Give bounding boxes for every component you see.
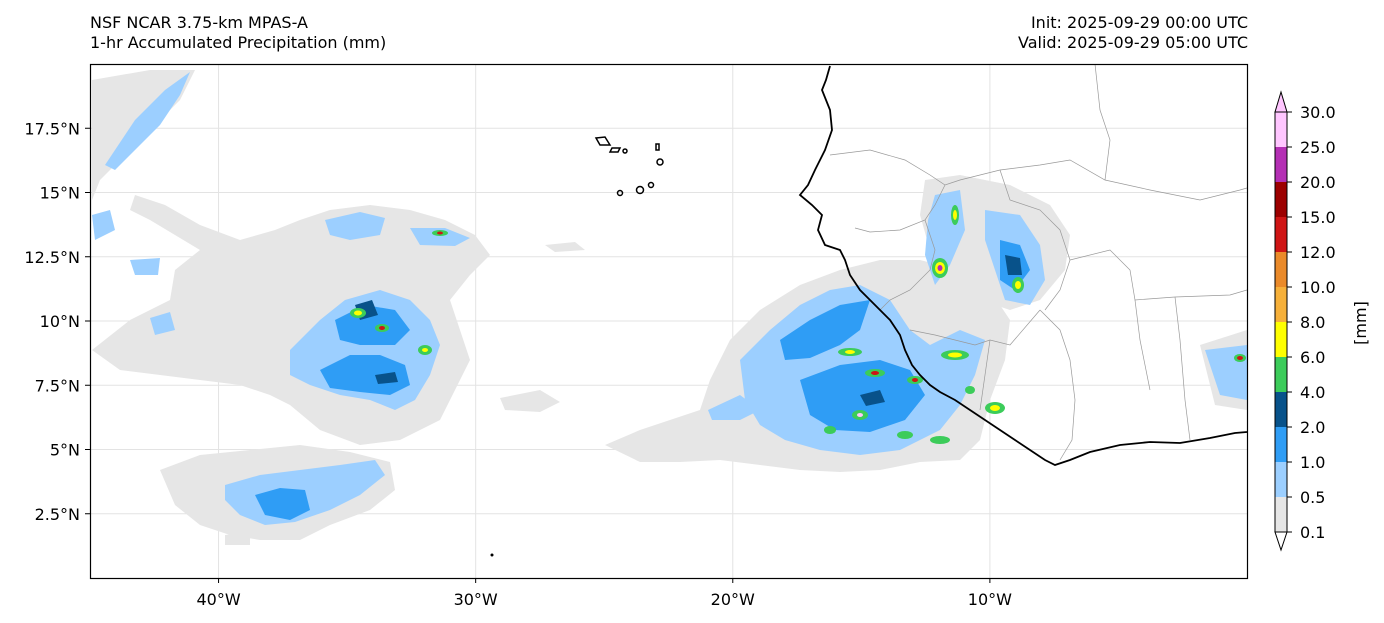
island-dot <box>490 553 494 557</box>
colorbar-tick-label: 1.0 <box>1300 453 1325 472</box>
lat-tick-label: 2.5°N <box>35 505 80 524</box>
lon-tick-label: 40°W <box>196 590 240 609</box>
map-area <box>90 64 1247 578</box>
colorbar-tick-label: 4.0 <box>1300 383 1325 402</box>
colorbar-segment <box>1275 287 1287 322</box>
model-title: NSF NCAR 3.75-km MPAS-A <box>90 13 308 32</box>
lon-tick-label: 20°W <box>711 590 755 609</box>
colorbar-tick-label: 0.5 <box>1300 488 1325 507</box>
colorbar-segment <box>1275 182 1287 217</box>
colorbar-segment <box>1275 217 1287 252</box>
colorbar-segment <box>1275 392 1287 427</box>
title-right: Init: 2025-09-29 00:00 UTC Valid: 2025-0… <box>1018 13 1248 53</box>
colorbar-tick-label: 15.0 <box>1300 208 1336 227</box>
colorbar-segment <box>1275 357 1287 392</box>
init-time: Init: 2025-09-29 00:00 UTC <box>1030 13 1248 32</box>
lat-tick-label: 7.5°N <box>35 376 80 395</box>
precip-light-layer <box>92 70 1247 545</box>
colorbar-segment <box>1275 112 1287 147</box>
lon-tick-label: 30°W <box>454 590 498 609</box>
colorbar-segment <box>1275 497 1287 532</box>
precip-heavy-cells <box>350 205 1246 444</box>
lat-tick-label: 10°N <box>40 312 80 331</box>
colorbar-segment <box>1275 462 1287 497</box>
colorbar-tick-label: 2.0 <box>1300 418 1325 437</box>
lat-tick-label: 12.5°N <box>24 248 80 267</box>
colorbar-max-extension <box>1274 90 1288 113</box>
cape-verde-islands <box>594 136 664 197</box>
colorbar-tick-label: 25.0 <box>1300 138 1336 157</box>
lon-tick-label: 10°W <box>968 590 1012 609</box>
colorbar: 0.1 0.5 1.0 2.0 4.0 6.0 8.0 10.0 12.0 15.0 20.0 25.… <box>1274 90 1336 552</box>
colorbar-min-extension <box>1274 531 1288 552</box>
colorbar-unit-label: [mm] <box>1351 301 1370 345</box>
country-borders <box>829 64 1247 461</box>
colorbar-tick-label: 20.0 <box>1300 173 1336 192</box>
colorbar-segment <box>1275 427 1287 462</box>
lon-axis: 40°W 30°W 20°W 10°W <box>196 578 1012 609</box>
colorbar-segment <box>1275 252 1287 287</box>
lat-tick-label: 15°N <box>40 184 80 203</box>
coastlines <box>798 65 1247 466</box>
title-left: NSF NCAR 3.75-km MPAS-A 1-hr Accumulated… <box>90 13 386 53</box>
colorbar-segment <box>1275 147 1287 182</box>
colorbar-tick-label: 12.0 <box>1300 243 1336 262</box>
colorbar-tick-label: 10.0 <box>1300 278 1336 297</box>
lat-tick-label: 5°N <box>50 441 80 460</box>
lat-tick-label: 17.5°N <box>24 119 80 138</box>
colorbar-tick-label: 8.0 <box>1300 313 1325 332</box>
valid-time: Valid: 2025-09-29 05:00 UTC <box>1017 33 1248 52</box>
colorbar-tick-label: 30.0 <box>1300 103 1336 122</box>
colorbar-tick-label: 6.0 <box>1300 348 1325 367</box>
field-title: 1-hr Accumulated Precipitation (mm) <box>90 33 387 52</box>
lat-axis: 2.5°N 5°N 7.5°N 10°N 12.5°N 15°N 17.5°N <box>24 119 90 524</box>
colorbar-tick-label: 0.1 <box>1300 523 1325 542</box>
colorbar-segment <box>1275 322 1287 357</box>
map-frame <box>89 63 1249 580</box>
